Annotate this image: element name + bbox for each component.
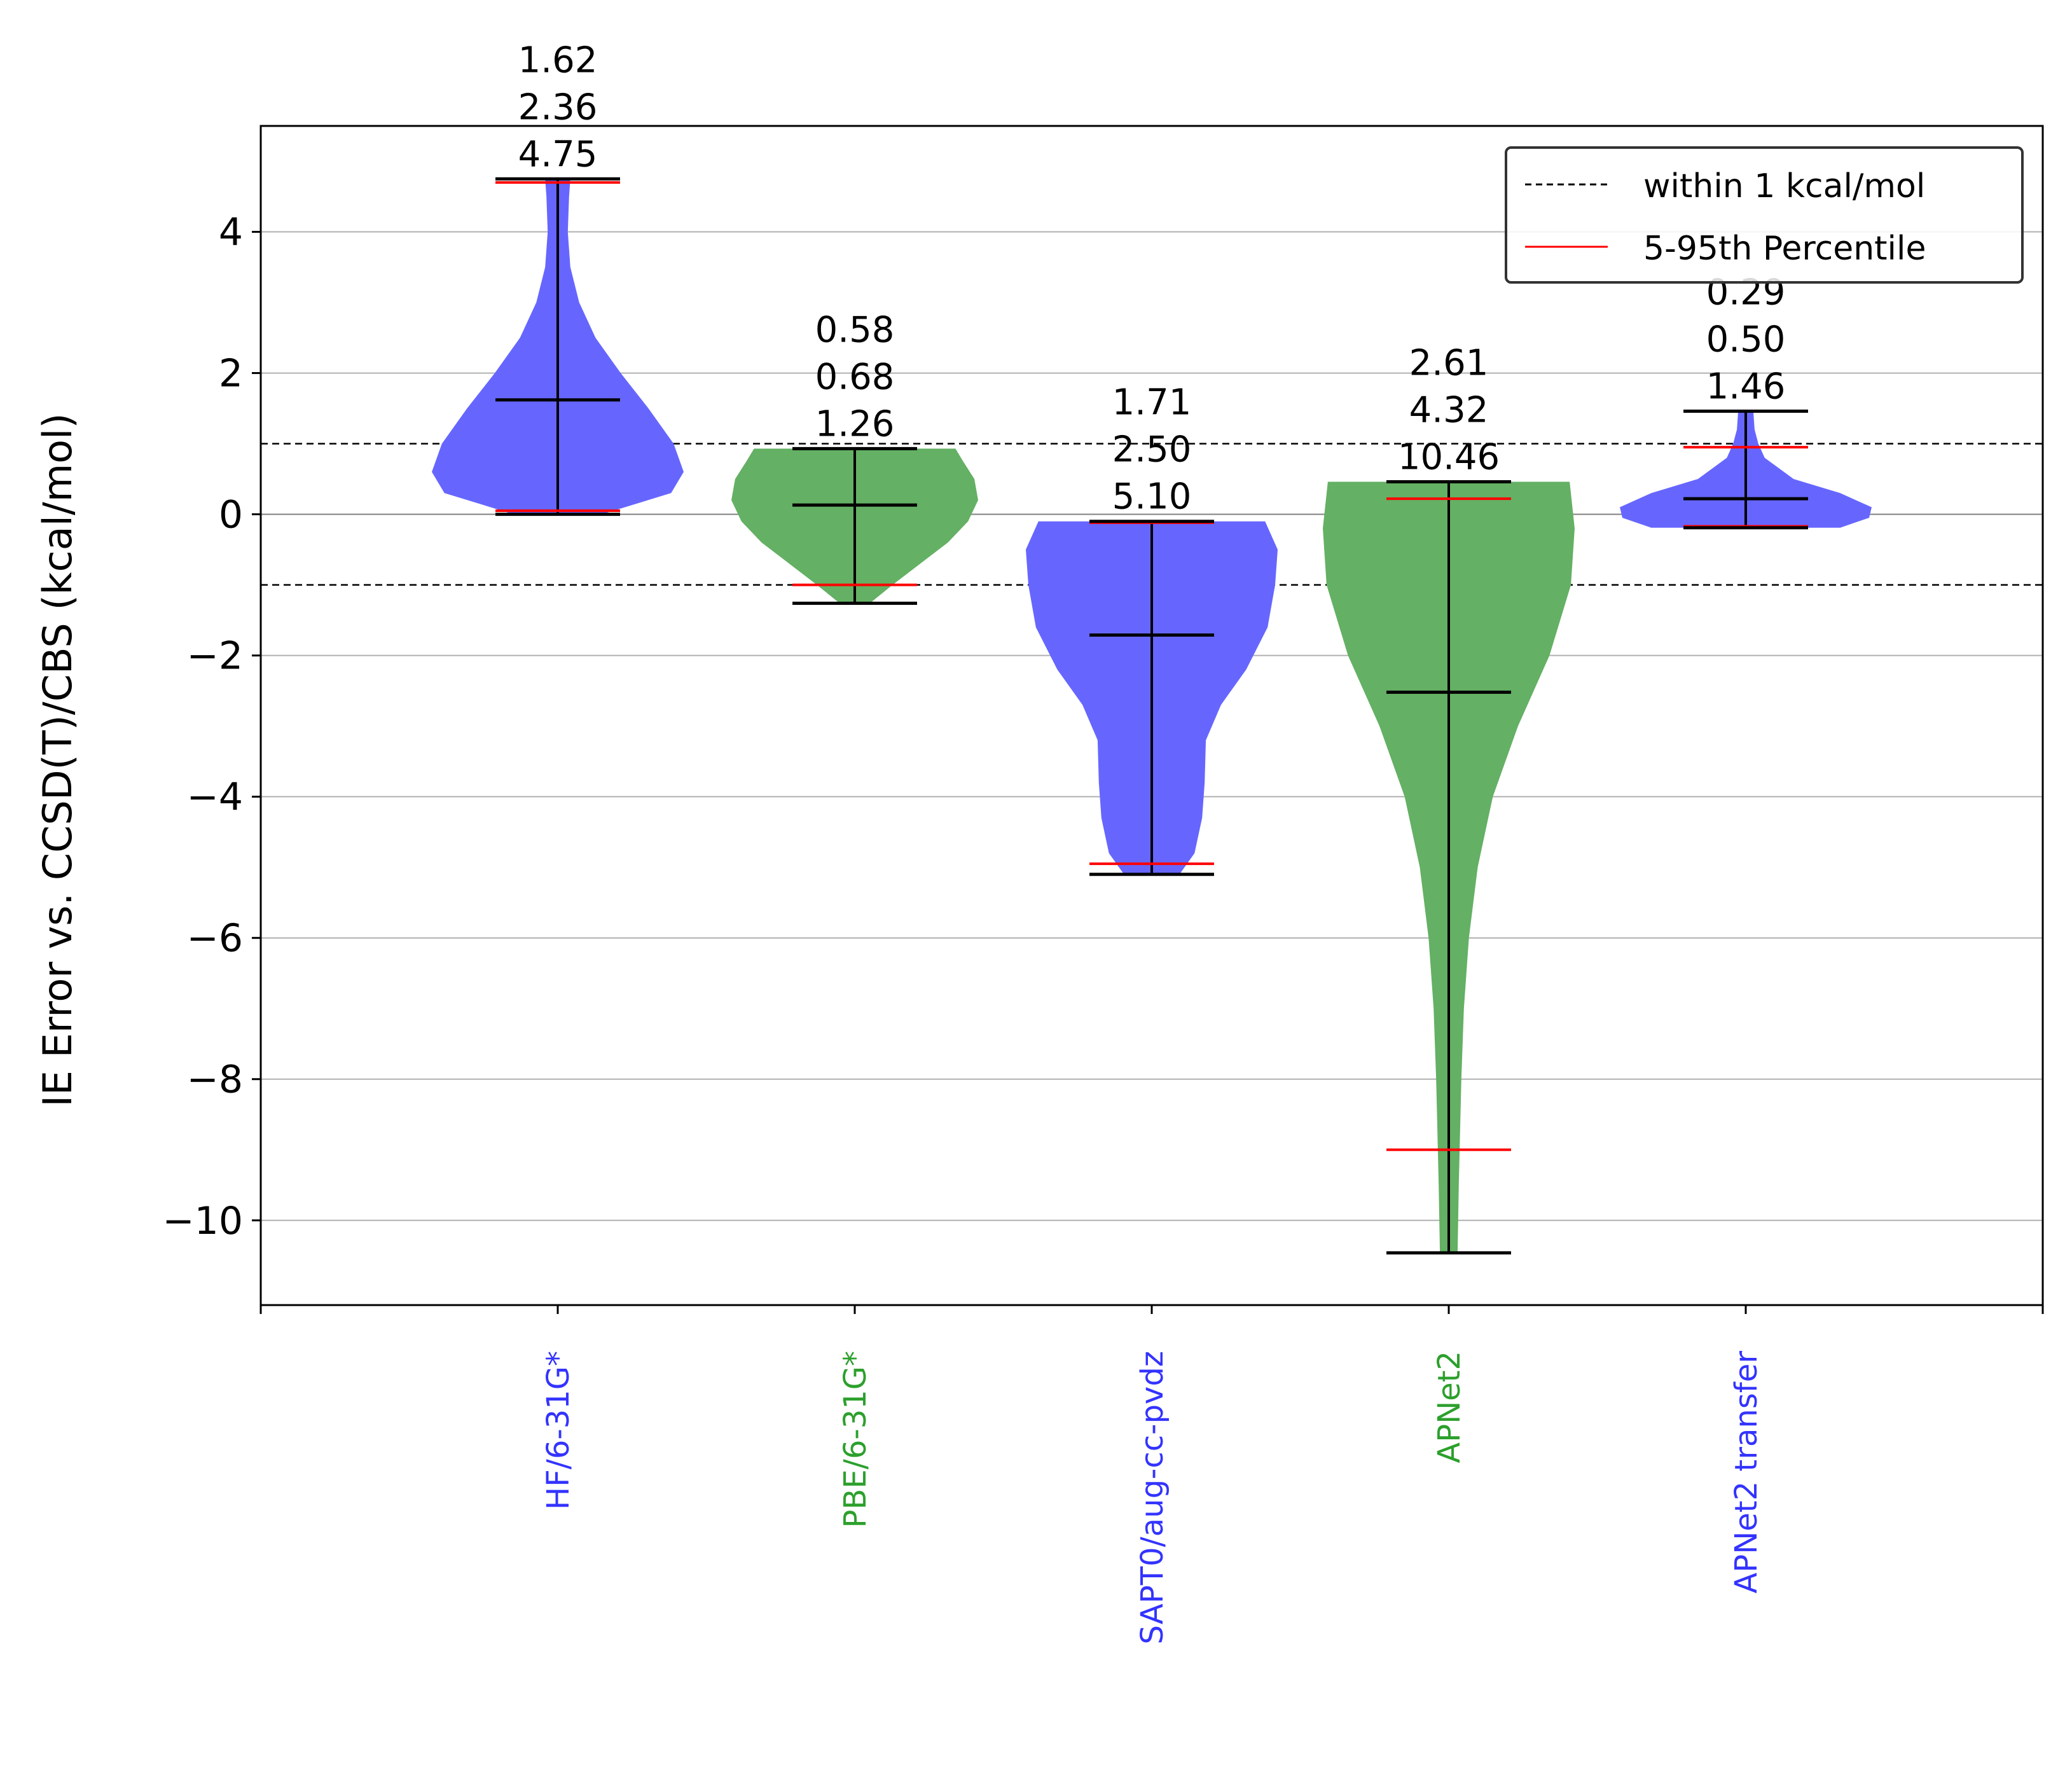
x-tick-label: HF/6-31G* (541, 1351, 576, 1510)
y-tick-label: −6 (187, 916, 243, 961)
x-tick-label: APNet2 transfer (1729, 1351, 1764, 1594)
y-tick-label: −4 (187, 775, 243, 820)
stat-annotations: 1.62 2.36 4.75 0.58 0.68 1.26 1.71 2.50 5.10 2.61… (518, 39, 1786, 517)
stat-value: 1.46 (1706, 366, 1786, 408)
stat-value: 2.36 (518, 86, 598, 128)
y-tick-label: 2 (219, 352, 243, 396)
x-tick-label: SAPT0/aug-cc-pvdz (1135, 1351, 1170, 1644)
stat-value: 0.50 (1706, 319, 1786, 361)
x-axis-ticks: HF/6-31G* PBE/6-31G* SAPT0/aug-cc-pvdz APNe… (259, 1305, 2044, 1644)
stat-value: 1.71 (1112, 382, 1192, 424)
stat-value: 0.68 (815, 356, 895, 398)
legend: within 1 kcal/mol 5-95th Percentile (1505, 146, 2024, 284)
stat-value: 5.10 (1112, 476, 1192, 518)
legend-label: 5-95th Percentile (1643, 230, 1926, 268)
legend-box (1505, 146, 2024, 284)
x-tick-label: PBE/6-31G* (838, 1351, 873, 1528)
stat-value: 2.61 (1409, 343, 1489, 384)
legend-label: within 1 kcal/mol (1643, 167, 1925, 205)
stat-value: 1.26 (815, 403, 895, 445)
y-tick-label: −2 (187, 634, 243, 679)
y-axis-label: IE Error vs. CCSD(T)/CBS (kcal/mol) (34, 413, 81, 1107)
y-tick-label: −10 (162, 1199, 243, 1243)
y-tick-label: 0 (219, 493, 243, 537)
violin-bars (495, 177, 1808, 1255)
stat-value: 10.46 (1398, 437, 1500, 478)
stat-value: 4.75 (518, 134, 598, 175)
stat-value: 0.58 (815, 309, 895, 350)
x-tick-label: APNet2 (1432, 1351, 1467, 1463)
stat-value: 4.32 (1409, 390, 1489, 431)
y-axis-ticks: 4 2 0 −2 −4 −6 −8 −10 (162, 211, 261, 1243)
y-tick-label: −8 (187, 1058, 243, 1102)
stat-value: 2.50 (1112, 429, 1192, 471)
stat-value: 1.62 (518, 39, 598, 81)
y-tick-label: 4 (219, 211, 243, 255)
